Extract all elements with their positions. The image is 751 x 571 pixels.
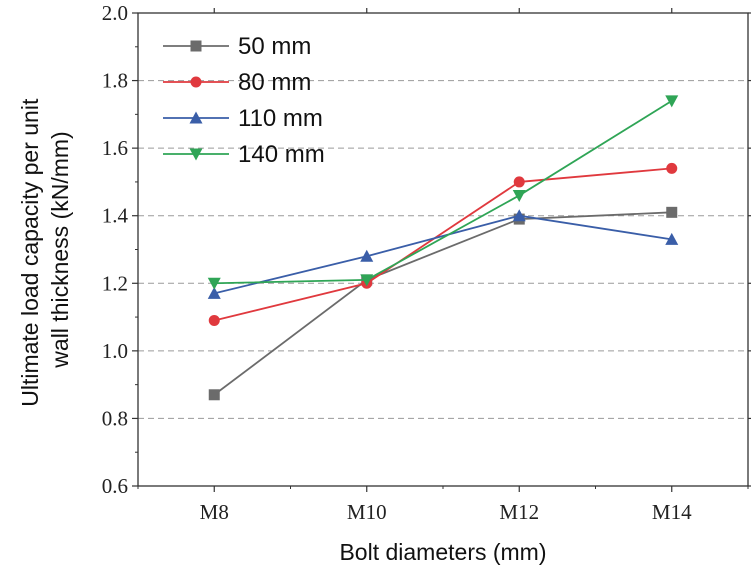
y-tick-label: 1.6 [102,136,128,160]
series-lines [207,95,679,401]
plot-frame [137,12,749,487]
data-point [665,95,679,108]
y-tick-label: 1.2 [102,271,128,295]
data-point [207,277,221,290]
legend-item: 50 mm [163,33,311,60]
series-line [214,167,672,322]
legend-item: 140 mm [163,141,325,168]
legend-label: 110 mm [238,105,323,132]
x-tick-label: M8 [200,500,229,524]
y-axis-title-line-1: Ultimate load capacity per unit [17,98,43,407]
x-tick-label: M10 [347,500,387,524]
legend-marker [189,148,203,161]
data-point [666,162,678,174]
data-point [665,232,679,245]
legend-item: 110 mm [163,105,323,132]
legend-label: 140 mm [238,141,325,168]
series-110-mm [207,209,679,299]
legend-marker [190,76,202,88]
x-axis-title: Bolt diameters (mm) [339,539,546,565]
legend-item: 80 mm [163,69,311,96]
y-tick-label: 1.0 [102,339,128,363]
data-point [208,389,220,401]
data-point [207,286,221,299]
x-tick-labels: M8 M10 M12 M14 [200,500,692,524]
y-tick-label: 0.6 [102,474,128,498]
x-tick-label: M14 [652,500,692,524]
series-line [214,100,673,285]
x-tick-label: M12 [499,500,539,524]
legend-marker [189,111,203,124]
series-line [214,214,672,295]
legend: 50 mm 80 mm 110 mm 140 mm [163,33,325,168]
legend-marker [190,40,202,52]
legend-label: 50 mm [238,33,311,60]
data-point [360,274,374,287]
data-point [360,249,374,262]
series-140-mm [207,95,679,290]
data-point [513,176,525,188]
y-tick-label: 2.0 [102,1,128,25]
y-tick-labels: 0.6 0.8 1.0 1.2 1.4 1.6 1.8 2.0 [102,1,129,498]
series-80-mm [208,162,678,326]
data-point [512,189,526,202]
data-point [208,314,220,326]
legend-label: 80 mm [238,69,311,96]
y-axis-title-line-2: wall thickness (kN/mm) [47,131,73,368]
gridlines [138,80,748,419]
data-point [512,209,526,222]
series-line [213,211,672,396]
y-tick-label: 1.4 [102,204,129,228]
data-point [666,206,678,218]
y-axis-title: Ultimate load capacity per unit wall thi… [17,92,73,407]
y-tick-label: 1.8 [102,69,128,93]
y-tick-label: 0.8 [102,406,128,430]
